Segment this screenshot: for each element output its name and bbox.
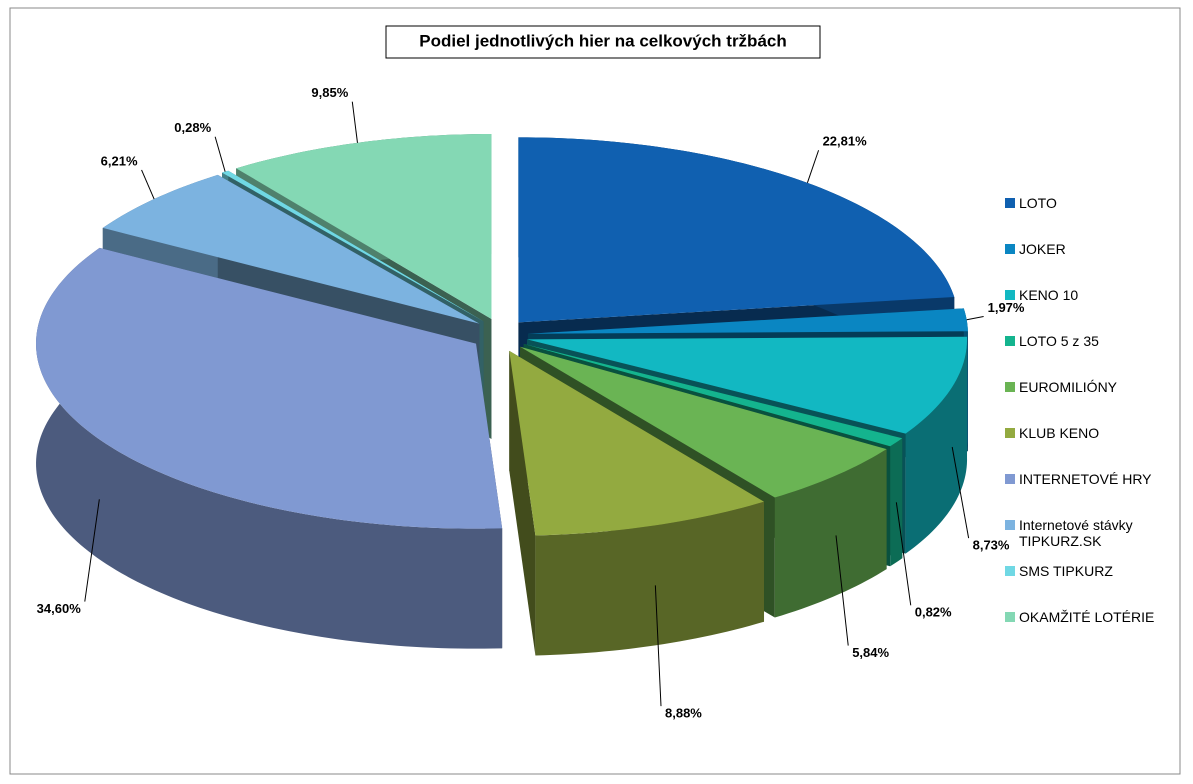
data-label: 0,82% (915, 605, 952, 620)
leader-line (214, 136, 226, 172)
legend-swatch (1005, 428, 1015, 438)
slice-wall (774, 449, 887, 618)
legend-swatch (1005, 612, 1015, 622)
data-label: 6,21% (101, 153, 138, 168)
data-label: 0,28% (174, 120, 211, 135)
data-label: 34,60% (37, 601, 82, 616)
pie-slice (36, 247, 503, 649)
leader-line (654, 585, 662, 707)
slice-top (527, 308, 968, 334)
slice-top (509, 350, 765, 536)
legend-item: SMS TIPKURZ (1005, 563, 1113, 579)
slice-wall (36, 247, 503, 649)
legend-item: OKAMŽITÉ LOTÉRIE (1005, 609, 1154, 625)
legend-item: KLUB KENO (1005, 425, 1099, 441)
legend-label: OKAMŽITÉ LOTÉRIE (1019, 609, 1155, 625)
chart-title: Podiel jednotlivých hier na celkových tr… (419, 31, 787, 50)
leader-line (895, 502, 912, 606)
legend-swatch (1005, 474, 1015, 484)
data-label: 1,97% (988, 300, 1025, 315)
data-label: 9,85% (311, 85, 348, 100)
slice-top (102, 174, 480, 324)
slice-top (527, 336, 968, 434)
data-label: 5,84% (852, 645, 889, 660)
slice-top (236, 133, 492, 319)
legend-label: EUROMILIÓNY (1019, 379, 1118, 395)
legend-label: KLUB KENO (1019, 425, 1100, 441)
data-label: 8,73% (973, 538, 1010, 553)
slice-top (518, 137, 955, 323)
legend-item: LOTO 5 z 35 (1005, 333, 1099, 349)
leader-line (951, 446, 970, 539)
legend-swatch (1005, 520, 1015, 530)
legend-swatch (1005, 382, 1015, 392)
slice-wall (535, 501, 765, 656)
legend-label: Internetové stávky TIPKURZ.SK (1019, 517, 1133, 549)
legend-label: INTERNETOVÉ HRY (1019, 471, 1152, 487)
legend-label: JOKER (1019, 241, 1066, 257)
legend-label: LOTO 5 z 35 (1019, 333, 1099, 349)
legend-label: KENO 10 (1019, 287, 1079, 303)
slice-top (222, 170, 484, 322)
slice-side (509, 350, 536, 656)
legend-item: EUROMILIÓNY (1005, 379, 1117, 395)
data-label: 8,88% (665, 706, 702, 721)
leader-line (141, 169, 155, 200)
leader-line (84, 499, 100, 602)
legend-swatch (1005, 244, 1015, 254)
legend-item: INTERNETOVÉ HRY (1005, 471, 1152, 487)
legend-item: LOTO (1005, 195, 1057, 211)
legend-item: JOKER (1005, 241, 1066, 257)
slice-top (523, 343, 903, 447)
leader-line (835, 535, 849, 646)
data-label: 22,81% (823, 134, 868, 149)
legend-label: SMS TIPKURZ (1019, 563, 1113, 579)
legend-label: LOTO (1019, 195, 1057, 211)
legend-swatch (1005, 566, 1015, 576)
leader-line (351, 101, 358, 143)
legend-swatch (1005, 290, 1015, 300)
legend-item: Internetové stávky TIPKURZ.SK (1005, 517, 1180, 549)
legend-item: KENO 10 (1005, 287, 1078, 303)
legend-swatch (1005, 198, 1015, 208)
slice-top (36, 247, 503, 529)
leader-line (966, 316, 984, 321)
leader-line (806, 150, 820, 184)
slice-wall (905, 336, 968, 554)
slice-wall (890, 438, 903, 567)
title-box (385, 25, 821, 59)
slice-top (520, 346, 887, 498)
pie-slice (509, 350, 765, 656)
legend-swatch (1005, 336, 1015, 346)
